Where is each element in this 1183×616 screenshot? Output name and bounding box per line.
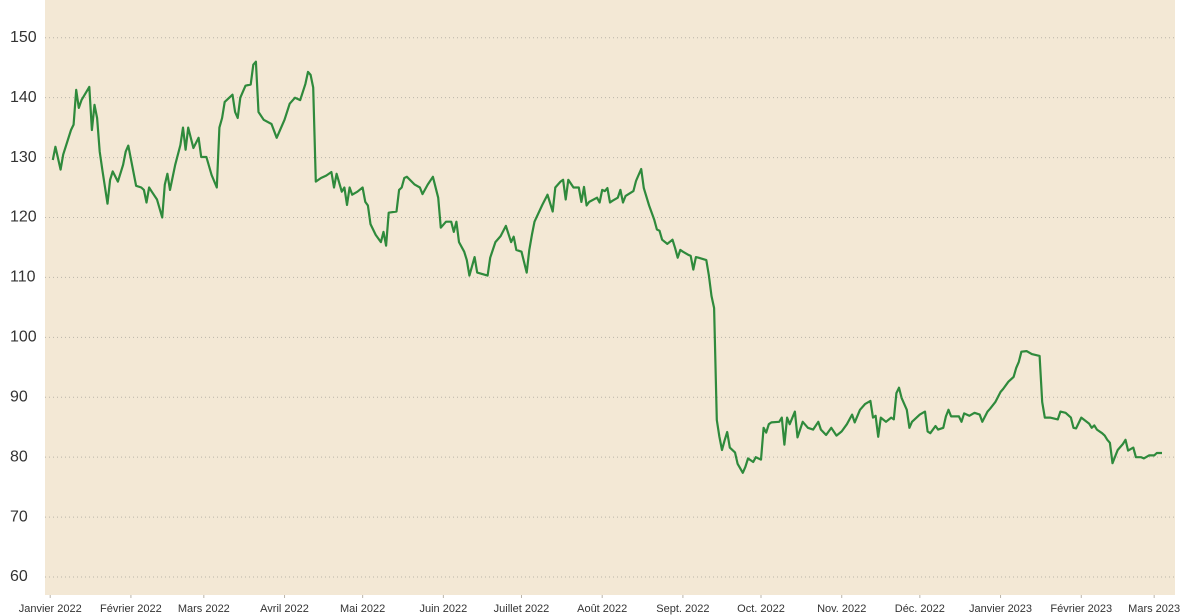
x-tick-label: Février 2023 <box>1050 603 1112 615</box>
x-tick-label: Janvier 2023 <box>969 603 1032 615</box>
y-tick-label: 110 <box>10 269 36 286</box>
y-tick-label: 60 <box>10 568 28 585</box>
x-tick-label: Août 2022 <box>577 603 627 615</box>
x-tick-label: Janvier 2022 <box>19 603 82 615</box>
x-tick-label: Mars 2023 <box>1128 603 1180 615</box>
y-tick-label: 140 <box>10 89 37 106</box>
x-tick-label: Mai 2022 <box>340 603 385 615</box>
y-tick-label: 90 <box>10 388 28 405</box>
y-tick-label: 150 <box>10 29 37 46</box>
x-tick-label: Février 2022 <box>100 603 162 615</box>
x-tick-label: Nov. 2022 <box>817 603 866 615</box>
plot-background <box>45 0 1175 595</box>
price-line <box>51 60 1162 474</box>
y-tick-label: 120 <box>10 209 37 226</box>
y-tick-label: 130 <box>10 149 37 166</box>
x-tick-label: Avril 2022 <box>260 603 309 615</box>
x-tick-label: Juillet 2022 <box>494 603 550 615</box>
y-tick-label: 70 <box>10 508 28 525</box>
x-tick-label: Mars 2022 <box>178 603 230 615</box>
x-tick-label: Déc. 2022 <box>895 603 945 615</box>
x-tick-label: Oct. 2022 <box>737 603 785 615</box>
x-tick-label: Sept. 2022 <box>656 603 709 615</box>
x-tick-label: Juin 2022 <box>420 603 468 615</box>
y-tick-label: 80 <box>10 448 28 465</box>
y-tick-label: 100 <box>10 329 37 346</box>
